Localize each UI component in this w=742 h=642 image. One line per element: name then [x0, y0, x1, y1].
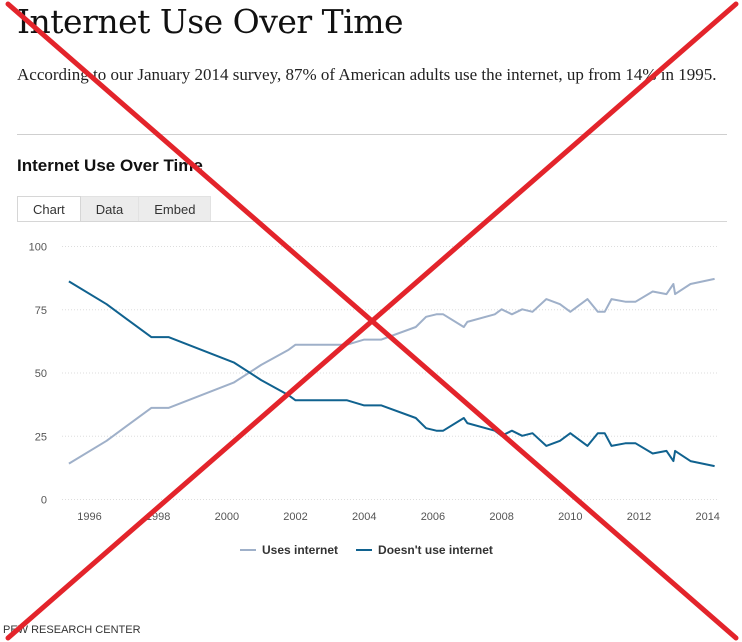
x-tick-label: 2000	[215, 511, 239, 523]
legend-swatch-doesnt-use-internet	[356, 549, 373, 551]
x-tick-label: 2004	[352, 511, 376, 523]
x-tick-label: 2012	[627, 511, 651, 523]
x-tick-label: 2014	[695, 511, 719, 523]
chart-legend: Uses internet Doesn't use internet	[240, 543, 511, 557]
legend-item-uses-internet[interactable]: Uses internet	[240, 543, 338, 557]
y-tick-label: 75	[35, 305, 47, 317]
x-tick-label: 1996	[77, 511, 101, 523]
source-credit: PEW RESEARCH CENTER	[3, 624, 141, 636]
x-tick-label: 2002	[283, 511, 307, 523]
x-tick-label: 2008	[489, 511, 513, 523]
x-tick-label: 1998	[146, 511, 170, 523]
x-tick-label: 2006	[421, 511, 445, 523]
legend-label-doesnt-use-internet: Doesn't use internet	[378, 543, 493, 557]
series-line-doesnt-use-internet	[68, 280, 715, 468]
legend-swatch-uses-internet	[240, 549, 256, 551]
y-tick-label: 50	[35, 368, 47, 380]
y-tick-label: 100	[29, 242, 47, 254]
x-tick-label: 2010	[558, 511, 582, 523]
legend-label-uses-internet: Uses internet	[262, 543, 339, 557]
y-tick-label: 0	[41, 495, 47, 507]
y-tick-label: 25	[35, 431, 47, 443]
legend-item-doesnt-use-internet[interactable]: Doesn't use internet	[356, 543, 493, 557]
